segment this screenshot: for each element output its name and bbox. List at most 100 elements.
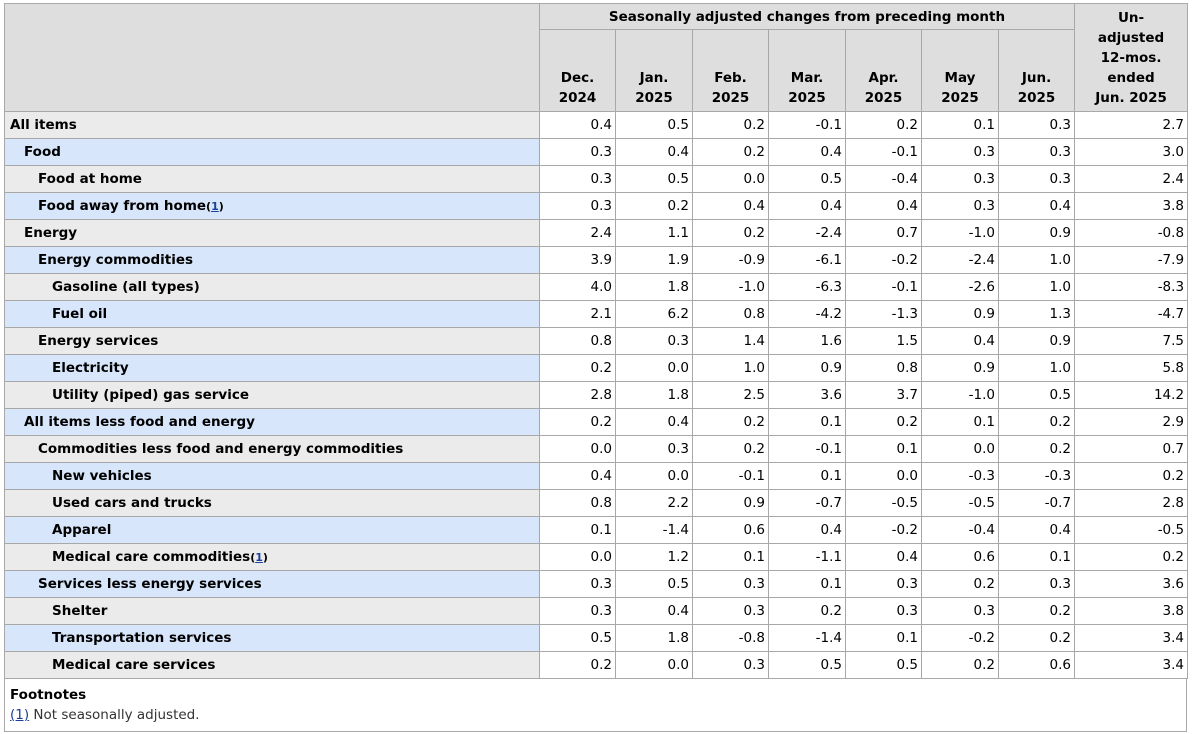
table-row: Medical care commodities(1) 0.0 1.2 0.1 -1.1… bbox=[4, 543, 1189, 571]
value-cell: -0.3 bbox=[921, 462, 999, 490]
value-cell: -0.7 bbox=[997, 489, 1076, 517]
value-cell: 0.2 bbox=[539, 408, 616, 436]
value-cell: -1.4 bbox=[615, 516, 693, 544]
value-cell: -0.2 bbox=[921, 624, 999, 652]
month-header: Dec. 2024 bbox=[539, 29, 616, 112]
value-cell: 0.0 bbox=[615, 354, 693, 382]
value-cell: 0.3 bbox=[997, 111, 1076, 139]
row-label: Food at home bbox=[38, 171, 142, 187]
row-label: Used cars and trucks bbox=[52, 495, 212, 511]
row-label-cell: Food bbox=[4, 138, 540, 166]
value-cell: 0.2 bbox=[768, 597, 846, 625]
row-label: Electricity bbox=[52, 360, 129, 376]
value-cell: -0.2 bbox=[845, 246, 922, 274]
table-row: Commodities less food and energy commodi… bbox=[4, 435, 1189, 463]
value-cell: -0.8 bbox=[692, 624, 769, 652]
value-cell: -1.3 bbox=[845, 300, 922, 328]
table-row: All items 0.4 0.5 0.2 -0.1 0.2 0.1 0.3 2.7 bbox=[4, 111, 1189, 139]
value-cell: 2.2 bbox=[615, 489, 693, 517]
unadjusted-value-cell: -0.8 bbox=[1074, 219, 1189, 247]
unadjusted-value-cell: 3.8 bbox=[1074, 597, 1189, 625]
row-label-cell: Gasoline (all types) bbox=[4, 273, 540, 301]
unadjusted-value-cell: 3.4 bbox=[1074, 624, 1189, 652]
value-cell: 0.4 bbox=[768, 138, 846, 166]
value-cell: 0.8 bbox=[692, 300, 769, 328]
value-cell: 0.0 bbox=[539, 543, 616, 571]
value-cell: -4.2 bbox=[768, 300, 846, 328]
unadjusted-header-line: ended bbox=[1107, 69, 1155, 86]
unadjusted-value-cell: 5.8 bbox=[1074, 354, 1189, 382]
value-cell: 0.3 bbox=[539, 570, 616, 598]
value-cell: 1.0 bbox=[997, 354, 1076, 382]
footnote-link[interactable]: 1 bbox=[255, 551, 263, 564]
table-row: Apparel 0.1 -1.4 0.6 0.4 -0.2 -0.4 0.4 -0.5 bbox=[4, 516, 1189, 544]
month-header-month: Mar. bbox=[790, 70, 824, 86]
value-cell: -0.4 bbox=[845, 165, 922, 193]
row-label-cell: All items bbox=[4, 111, 540, 139]
month-header-month: Feb. bbox=[714, 70, 747, 86]
value-cell: 0.1 bbox=[768, 570, 846, 598]
unadjusted-value-cell: 2.8 bbox=[1074, 489, 1189, 517]
month-header-year: 2025 bbox=[864, 90, 903, 106]
footnote-anchor-link[interactable]: (1) bbox=[10, 707, 30, 723]
value-cell: 0.9 bbox=[997, 327, 1076, 355]
value-cell: -0.1 bbox=[845, 273, 922, 301]
value-cell: 0.5 bbox=[615, 570, 693, 598]
unadjusted-value-cell: -7.9 bbox=[1074, 246, 1189, 274]
value-cell: 0.6 bbox=[997, 651, 1076, 679]
row-label-cell: Energy services bbox=[4, 327, 540, 355]
table-row: Food at home 0.3 0.5 0.0 0.5 -0.4 0.3 0.3 2.4 bbox=[4, 165, 1189, 193]
unadjusted-header-line: adjusted bbox=[1097, 29, 1165, 46]
value-cell: 0.9 bbox=[997, 219, 1076, 247]
value-cell: 0.0 bbox=[539, 435, 616, 463]
value-cell: -0.1 bbox=[768, 111, 846, 139]
value-cell: 0.5 bbox=[615, 165, 693, 193]
month-header-year: 2025 bbox=[1017, 90, 1056, 106]
table-row: Energy commodities 3.9 1.9 -0.9 -6.1 -0.2 -2.4… bbox=[4, 246, 1189, 274]
row-label-cell: Transportation services bbox=[4, 624, 540, 652]
value-cell: 0.5 bbox=[615, 111, 693, 139]
value-cell: 0.3 bbox=[539, 192, 616, 220]
unadjusted-value-cell: 3.4 bbox=[1074, 651, 1189, 679]
unadjusted-header-line: Un- bbox=[1117, 9, 1145, 26]
row-label-cell: Services less energy services bbox=[4, 570, 540, 598]
row-label: Commodities less food and energy commodi… bbox=[38, 441, 404, 457]
value-cell: 0.4 bbox=[692, 192, 769, 220]
value-cell: 0.3 bbox=[692, 570, 769, 598]
value-cell: 3.6 bbox=[768, 381, 846, 409]
table-row: Used cars and trucks 0.8 2.2 0.9 -0.7 -0.5 -0.… bbox=[4, 489, 1189, 517]
value-cell: -2.6 bbox=[921, 273, 999, 301]
month-header: May 2025 bbox=[921, 29, 999, 112]
month-header-month: May bbox=[944, 70, 976, 86]
row-label-cell: All items less food and energy bbox=[4, 408, 540, 436]
value-cell: 0.3 bbox=[845, 597, 922, 625]
month-header: Jun. 2025 bbox=[997, 29, 1076, 112]
value-cell: 1.1 bbox=[615, 219, 693, 247]
unadjusted-value-cell: 2.7 bbox=[1074, 111, 1189, 139]
value-cell: 0.1 bbox=[768, 462, 846, 490]
table-row: Food away from home(1) 0.3 0.2 0.4 0.4 0.4 0.3… bbox=[4, 192, 1189, 220]
row-label-cell: Medical care commodities(1) bbox=[4, 543, 540, 571]
value-cell: 0.1 bbox=[845, 624, 922, 652]
value-cell: -1.0 bbox=[921, 219, 999, 247]
value-cell: -0.1 bbox=[692, 462, 769, 490]
value-cell: 0.6 bbox=[692, 516, 769, 544]
row-label: Fuel oil bbox=[52, 306, 108, 322]
value-cell: 0.1 bbox=[539, 516, 616, 544]
value-cell: -2.4 bbox=[768, 219, 846, 247]
value-cell: 0.6 bbox=[921, 543, 999, 571]
value-cell: -0.1 bbox=[845, 138, 922, 166]
footnotes-title: Footnotes bbox=[10, 687, 87, 703]
value-cell: 0.2 bbox=[997, 408, 1076, 436]
value-cell: 3.7 bbox=[845, 381, 922, 409]
value-cell: 0.0 bbox=[615, 651, 693, 679]
value-cell: -0.9 bbox=[692, 246, 769, 274]
value-cell: -0.4 bbox=[921, 516, 999, 544]
table-row: Utility (piped) gas service 2.8 1.8 2.5 3.6 3… bbox=[4, 381, 1189, 409]
footnote-link[interactable]: 1 bbox=[211, 200, 219, 213]
value-cell: -1.0 bbox=[921, 381, 999, 409]
unadjusted-value-cell: 7.5 bbox=[1074, 327, 1189, 355]
value-cell: 0.8 bbox=[539, 327, 616, 355]
value-cell: 2.8 bbox=[539, 381, 616, 409]
value-cell: 0.4 bbox=[845, 192, 922, 220]
